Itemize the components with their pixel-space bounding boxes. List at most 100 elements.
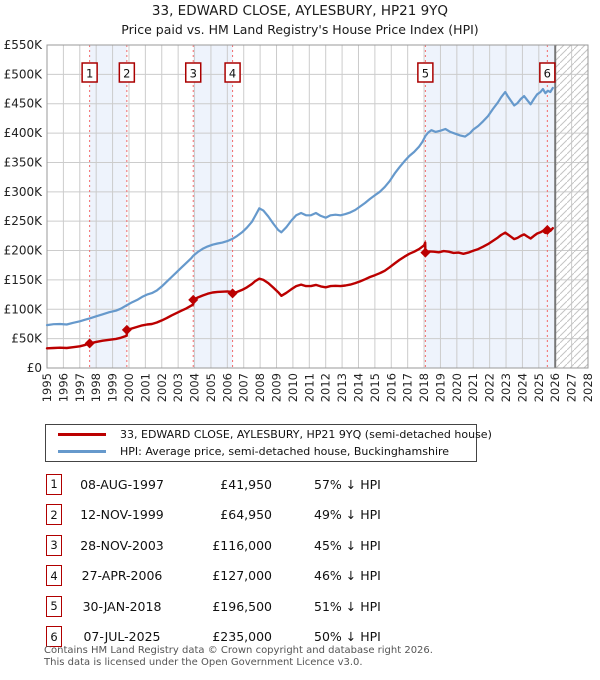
x-axis-tick-label: 2021: [466, 373, 480, 402]
sale-vs-hpi: 45% ↓ HPI: [314, 537, 381, 553]
sale-number-box-label: 4: [229, 67, 236, 81]
hpi-line-swatch: [58, 450, 106, 454]
x-axis-tick-label: 2005: [204, 373, 218, 402]
legend-row-hpi: HPI: Average price, semi-detached house,…: [52, 445, 470, 460]
sale-date: 27-APR-2006: [81, 568, 163, 583]
sale-price: £235,000: [212, 629, 272, 644]
sales-table: 1 08-AUG-1997 £41,950 57% ↓ HPI 2 12-NOV-1999…: [0, 473, 600, 657]
sale-vs-hpi: 46% ↓ HPI: [314, 568, 381, 583]
x-axis-tick-label: 2001: [138, 373, 152, 402]
sale-number-box: [224, 62, 241, 83]
x-axis-tick-label: 2015: [368, 373, 382, 402]
x-axis-tick-label: 1995: [40, 373, 54, 402]
x-axis-tick-label: 2009: [270, 373, 284, 402]
x-axis-tick-label: 2012: [319, 373, 333, 402]
y-axis-tick-label: £400K: [4, 126, 44, 140]
y-axis-tick-label: £50K: [11, 332, 43, 346]
footer-line-2: This data is licensed under the Open Gov…: [44, 656, 363, 668]
property-line-swatch: [58, 432, 106, 436]
plot-frame: [46, 44, 589, 369]
table-row: 2 12-NOV-1999 £64,950 49% ↓ HPI: [0, 504, 600, 525]
sale-price: £116,000: [212, 537, 272, 553]
x-axis-tick-label: 2023: [499, 373, 513, 402]
legend-row-property: 33, EDWARD CLOSE, AYLESBURY, HP21 9YQ (s…: [52, 427, 492, 442]
sale-date: 08-AUG-1997: [80, 476, 164, 492]
x-axis-tick-label: 2017: [401, 373, 415, 402]
x-axis-tick-label: 1997: [73, 373, 87, 402]
sale-marker: [420, 247, 431, 258]
chart-legend: 33, EDWARD CLOSE, AYLESBURY, HP21 9YQ (s…: [45, 424, 492, 462]
ownership-period-band: [193, 45, 233, 368]
table-row: 3 28-NOV-2003 £116,000 45% ↓ HPI: [0, 534, 600, 556]
sale-price: £41,950: [220, 476, 272, 492]
sale-marker: [84, 338, 95, 349]
hpi-line-series: [45, 86, 554, 327]
page-title: 33, EDWARD CLOSE, AYLESBURY, HP21 9YQ: [151, 3, 449, 19]
x-axis-tick-label: 2002: [155, 373, 169, 402]
y-axis-tick-label: £500K: [4, 67, 44, 81]
license-footer: Contains HM Land Registry data © Crown c…: [44, 645, 433, 668]
y-axis-tick-label: £200K: [4, 244, 44, 258]
sale-vs-hpi: 51% ↓ HPI: [314, 598, 381, 614]
sale-number-badge: 1: [46, 473, 62, 495]
sale-number-box-label: 3: [190, 67, 197, 81]
ownership-period-band: [89, 45, 127, 368]
future-hatch-region: [555, 45, 588, 368]
sale-number-box-label: 2: [123, 67, 130, 81]
sale-date: 12-NOV-1999: [80, 507, 164, 522]
property-price-series: [45, 226, 554, 350]
x-axis-tick-label: 2004: [188, 373, 202, 402]
sale-number-box: [184, 62, 202, 83]
x-axis-tick-label: 2003: [171, 373, 185, 402]
page-subtitle: Price paid vs. HM Land Registry's House …: [121, 22, 479, 37]
ownership-period-band: [425, 45, 556, 368]
sale-price: £64,950: [220, 507, 272, 522]
sale-number-badge: 2: [46, 504, 62, 525]
sale-number-box-label: 5: [422, 67, 429, 81]
sale-number-badge: 5: [46, 595, 62, 617]
sale-number-badge: 3: [46, 534, 62, 556]
y-axis-tick-label: £450K: [4, 97, 44, 111]
sale-date: 28-NOV-2003: [80, 537, 164, 553]
sale-number-badge: 4: [46, 565, 62, 586]
x-axis-tick-label: 2007: [237, 373, 251, 402]
x-axis-tick-label: 2013: [335, 373, 349, 402]
x-axis-tick-label: 2000: [122, 373, 136, 402]
sale-number-box-label: 1: [86, 67, 93, 81]
x-axis-tick-label: 1998: [89, 373, 103, 402]
y-axis-tick-label: £250K: [4, 214, 44, 228]
x-axis-tick-label: 2016: [384, 373, 398, 402]
x-axis-tick-label: 2026: [548, 373, 562, 402]
x-axis-tick-label: 1996: [56, 373, 70, 402]
legend-label-hpi: HPI: Average price, semi-detached house,…: [120, 445, 450, 459]
x-axis-tick-label: 2010: [286, 373, 300, 402]
x-axis-tick-label: 2019: [433, 373, 447, 402]
y-axis-tick-label: £0: [27, 361, 42, 375]
sale-marker: [121, 324, 132, 335]
sale-date: 30-JAN-2018: [82, 598, 162, 614]
sale-vs-hpi: 50% ↓ HPI: [314, 629, 381, 644]
table-row: 4 27-APR-2006 £127,000 46% ↓ HPI: [0, 565, 600, 586]
x-axis-tick-label: 2024: [515, 373, 529, 402]
sale-price: £196,500: [212, 598, 272, 614]
sale-date: 07-JUL-2025: [83, 629, 161, 644]
sale-marker: [227, 288, 238, 299]
x-axis-tick-label: 1999: [106, 373, 120, 402]
table-row: 6 07-JUL-2025 £235,000 50% ↓ HPI: [0, 626, 600, 647]
sale-number-badge: 6: [46, 626, 62, 647]
x-axis-tick-label: 2020: [450, 373, 464, 402]
sale-marker: [188, 294, 199, 305]
footer-line-1: Contains HM Land Registry data © Crown c…: [44, 645, 433, 656]
y-axis-tick-label: £350K: [4, 155, 44, 169]
x-axis-tick-label: 2027: [565, 373, 579, 402]
sale-number-box-label: 6: [544, 67, 551, 81]
sale-vs-hpi: 49% ↓ HPI: [314, 507, 381, 522]
legend-label-property: 33, EDWARD CLOSE, AYLESBURY, HP21 9YQ (s…: [120, 427, 492, 441]
x-axis-tick-label: 2028: [581, 373, 595, 402]
price-chart: 1 2 3 4 5 6 £0 £50K £100K £150K £200K £250K £300K £35…: [4, 38, 595, 402]
table-row: 1 08-AUG-1997 £41,950 57% ↓ HPI: [0, 473, 600, 495]
y-axis-tick-label: £100K: [4, 302, 44, 316]
sale-number-box: [81, 62, 98, 83]
sale-vs-hpi: 57% ↓ HPI: [314, 476, 381, 492]
